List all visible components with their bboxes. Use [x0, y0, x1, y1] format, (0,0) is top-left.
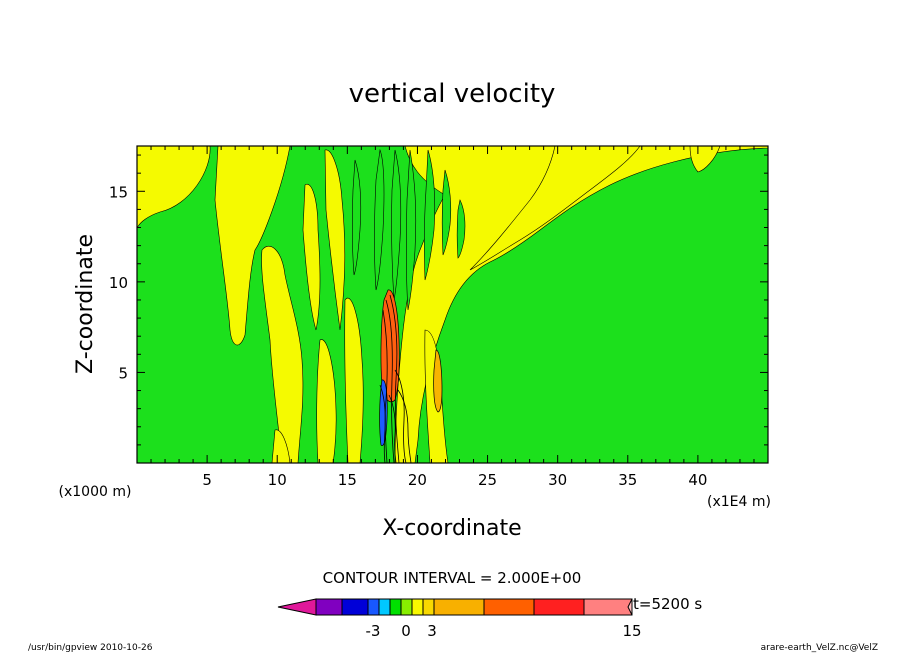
- orange-sidecell: [433, 349, 443, 413]
- green-streak-4: [424, 149, 436, 281]
- x-axis-label: X-coordinate: [382, 516, 521, 541]
- x-axis-ticks: 5 10 15 20 25 30 35 40: [150, 146, 755, 489]
- time-label: t=5200 s: [633, 595, 702, 613]
- x-tick-label: 10: [268, 471, 287, 489]
- yellow-column-b: [324, 149, 346, 331]
- contour-line: [397, 389, 412, 463]
- yellow-column-a: [302, 183, 321, 331]
- colorbar-left-arrow: [277, 598, 317, 616]
- colorbar-segment: [400, 598, 413, 616]
- colorbar-label: 15: [622, 622, 641, 640]
- y-axis-label: Z-coordinate: [73, 234, 98, 374]
- yellow-lower-left: [316, 339, 337, 463]
- x-unit-left: (x1000 m): [59, 484, 132, 500]
- y-tick-label: 10: [109, 274, 128, 292]
- yellow-column-c: [344, 297, 364, 463]
- x-tick-label: 35: [618, 471, 637, 489]
- green-streak-6: [456, 199, 466, 259]
- colorbar-segment: [367, 598, 380, 616]
- green-streak-7: [352, 159, 362, 276]
- green-streaks: [352, 148, 466, 311]
- x-tick-label: 20: [408, 471, 427, 489]
- colorbar-segment: [533, 598, 585, 616]
- colorbar-segment: [433, 598, 485, 616]
- y-axis-ticks: 5 10 15: [109, 154, 768, 446]
- green-streak-1: [374, 148, 385, 291]
- contour-line: [379, 384, 386, 463]
- contour-line: [388, 394, 397, 463]
- positive-regions: [137, 146, 768, 463]
- x-tick-label: 40: [688, 471, 707, 489]
- yellow-band-left: [214, 146, 291, 346]
- colorbar-segment: [483, 598, 535, 616]
- contour-line: [385, 299, 395, 463]
- plot-frame: [136, 145, 769, 464]
- green-streak-3: [406, 149, 417, 311]
- color-bar: -3 0 3 15: [277, 598, 642, 640]
- green-streak-2: [391, 149, 402, 301]
- colorbar-right-arrow: [627, 598, 633, 616]
- colorbar-segment: [315, 598, 343, 616]
- x-unit-right: (x1E4 m): [707, 494, 771, 510]
- footer-left: /usr/bin/gpview 2010-10-26: [28, 643, 153, 653]
- x-tick-label: 15: [338, 471, 357, 489]
- yellow-fan-inner: [469, 146, 641, 271]
- colorbar-segment: [378, 598, 391, 616]
- yellow-band-mid: [261, 245, 304, 463]
- y-tick-label: 5: [118, 364, 128, 382]
- contour-line: [382, 309, 388, 463]
- x-tick-label: 5: [202, 471, 212, 489]
- green-streak-5: [441, 169, 452, 256]
- colorbar-segment: [411, 598, 424, 616]
- contour-line: [394, 369, 407, 463]
- colorbar-label: 0: [401, 622, 411, 640]
- colorbar-label: 3: [427, 622, 437, 640]
- plot-area: [137, 146, 768, 463]
- dense-contours: [379, 294, 412, 463]
- yellow-bottom-left: [271, 429, 291, 463]
- footer-right: arare-earth_VelZ.nc@VelZ: [761, 643, 878, 653]
- chart-title: vertical velocity: [349, 79, 556, 109]
- colorbar-segment: [422, 598, 435, 616]
- colorbar-segment: [341, 598, 369, 616]
- contour-line: [389, 294, 400, 463]
- y-tick-label: 15: [109, 183, 128, 201]
- colorbar-segment: [389, 598, 402, 616]
- colorbar-label: -3: [366, 622, 381, 640]
- contour-interval: CONTOUR INTERVAL = 2.000E+00: [323, 569, 582, 587]
- x-tick-label: 25: [478, 471, 497, 489]
- yellow-upper-left: [137, 146, 211, 229]
- x-tick-label: 30: [548, 471, 567, 489]
- colorbar-segment: [583, 598, 633, 616]
